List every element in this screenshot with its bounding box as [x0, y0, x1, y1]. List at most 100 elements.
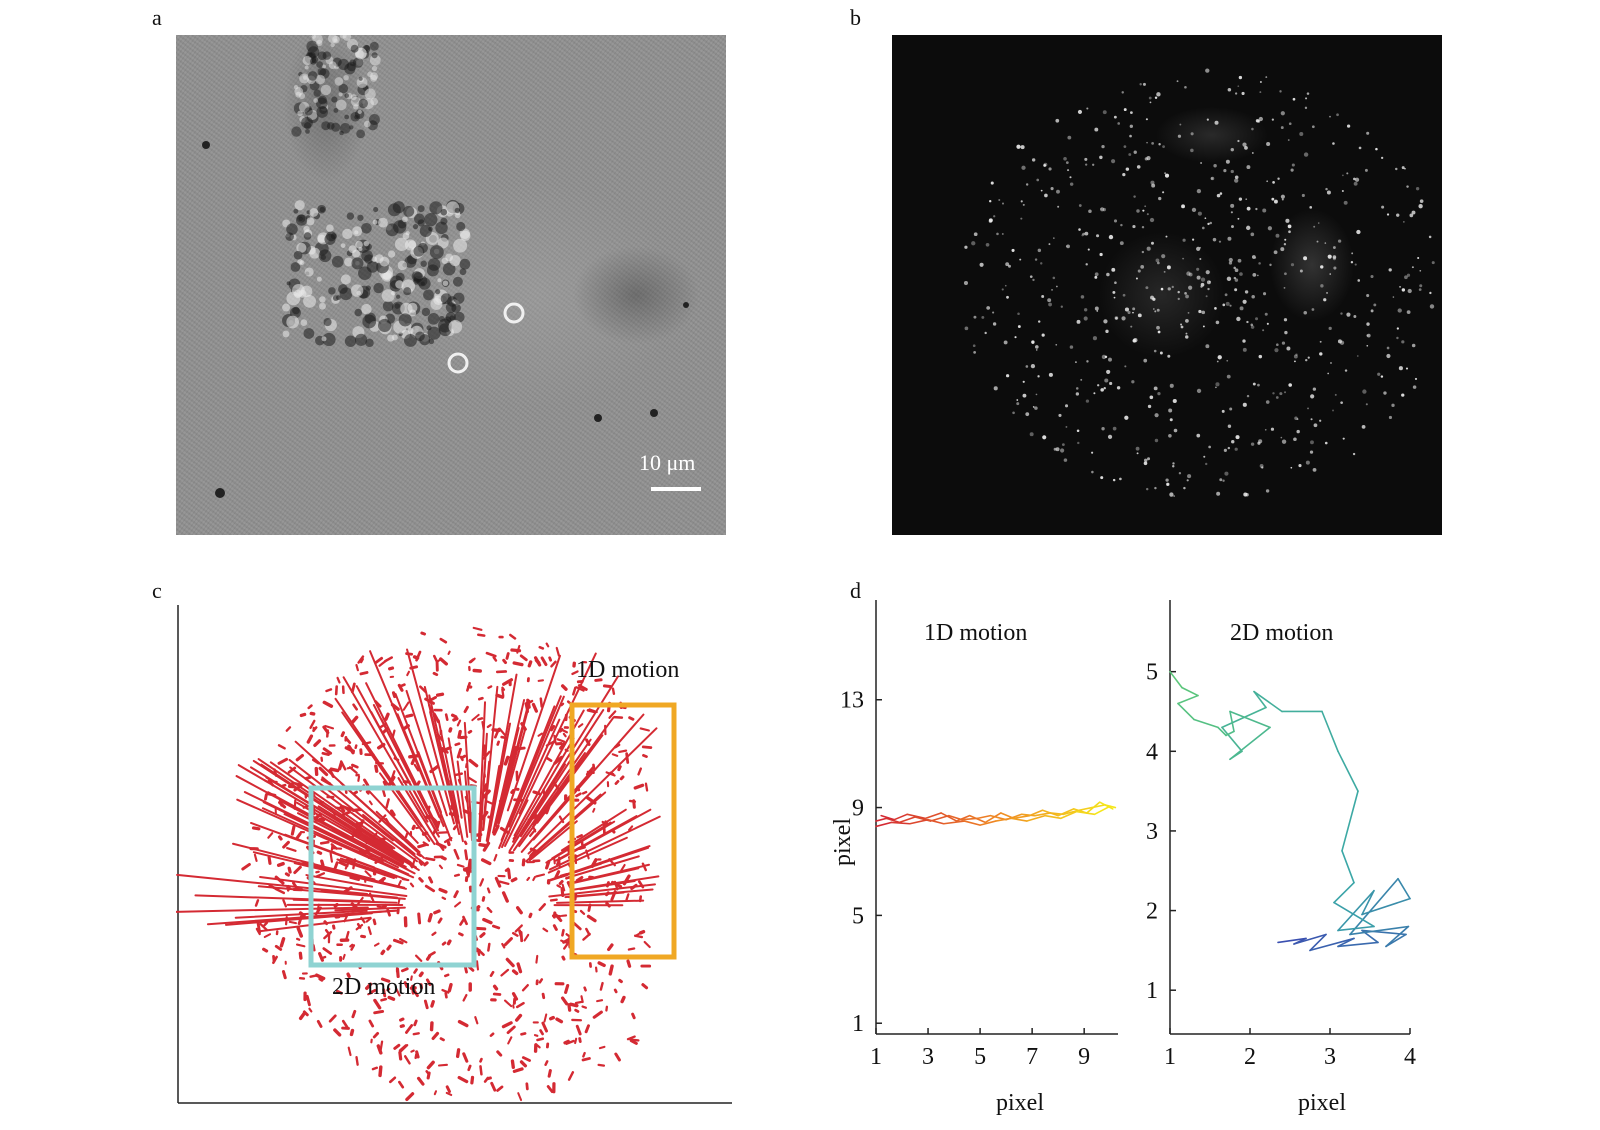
- short-track: [380, 997, 388, 1002]
- radial-track: [437, 719, 460, 819]
- short-track: [392, 938, 404, 945]
- fluorescent-spot: [1258, 262, 1261, 265]
- vesicle: [316, 61, 323, 69]
- fluorescent-spot: [1265, 400, 1270, 404]
- fluorescent-spot: [1293, 354, 1298, 359]
- fluorescent-spot: [1048, 243, 1051, 246]
- fluorescent-spot: [1069, 345, 1074, 349]
- fluorescent-spot: [979, 262, 984, 267]
- fluorescent-spot: [1277, 177, 1280, 180]
- panel-letter-c: c: [152, 578, 162, 603]
- fluorescent-spot: [1303, 256, 1308, 261]
- fluorescence-spots: [963, 68, 1435, 497]
- fluorescent-spot: [1135, 446, 1140, 451]
- fluorescent-spot: [1353, 315, 1357, 318]
- fluorescent-spot: [1200, 162, 1203, 164]
- fluorescent-spot: [1048, 302, 1052, 307]
- scalebar-label: 10 μm: [639, 450, 696, 475]
- fluorescent-spot: [981, 315, 985, 319]
- fluorescent-spot: [1055, 118, 1060, 123]
- fluorescent-spot: [1288, 383, 1292, 387]
- fluorescent-spot: [1200, 277, 1206, 282]
- short-track: [577, 723, 584, 728]
- fluorescent-spot: [1020, 200, 1023, 203]
- fluorescent-spot: [992, 311, 995, 314]
- fluorescent-spot: [1396, 336, 1399, 340]
- short-track: [486, 887, 491, 894]
- fluorescent-spot: [1190, 148, 1194, 153]
- short-track: [512, 931, 519, 937]
- fluorescent-spot: [1017, 312, 1020, 316]
- fluorescent-spot: [1042, 435, 1047, 440]
- fluorescent-spot: [1016, 402, 1020, 406]
- fluorescent-spot: [1388, 268, 1392, 272]
- vesicle: [364, 88, 376, 100]
- radial-track: [494, 745, 517, 827]
- vesicle: [333, 38, 338, 43]
- fluorescent-spot: [1185, 335, 1189, 339]
- fluorescent-spot: [1361, 425, 1366, 429]
- radial-track: [406, 648, 455, 825]
- short-track: [340, 731, 346, 738]
- fluorescent-spot: [1097, 384, 1100, 387]
- vesicle: [337, 58, 350, 71]
- chart-1d-ylabel: pixel: [830, 818, 856, 866]
- radial-track: [342, 676, 429, 823]
- short-track: [607, 943, 614, 952]
- fluorescent-spot: [1419, 199, 1424, 203]
- short-track: [482, 841, 491, 852]
- short-track: [318, 766, 329, 777]
- short-track: [578, 1037, 582, 1043]
- chart-2d-title: 2D motion: [1230, 620, 1333, 646]
- vesicle: [453, 238, 468, 253]
- radial-track: [295, 801, 404, 865]
- short-track: [545, 859, 551, 870]
- short-track: [490, 1081, 497, 1092]
- fluorescent-spot: [1252, 382, 1256, 386]
- short-track: [256, 922, 262, 934]
- fluorescent-spot: [990, 181, 994, 185]
- fluorescent-spot: [1365, 403, 1368, 406]
- fluorescent-spot: [1116, 386, 1121, 390]
- panel-letter-d: d: [850, 578, 861, 603]
- fluorescent-spot: [1329, 115, 1331, 118]
- radial-track: [506, 654, 561, 812]
- fluorescent-spot: [1417, 256, 1420, 260]
- fluorescent-spot: [1119, 477, 1122, 481]
- short-track: [463, 868, 475, 873]
- fluorescent-spot: [1250, 442, 1255, 446]
- fluorescent-spot: [1022, 203, 1025, 206]
- vesicle: [317, 51, 327, 61]
- fluorescent-spot: [1222, 479, 1225, 482]
- fluorescent-spot: [1280, 436, 1283, 439]
- fluorescent-spot: [1208, 445, 1211, 449]
- vesicle: [339, 35, 347, 39]
- short-track: [561, 729, 568, 734]
- fluorescent-spot: [1136, 209, 1140, 213]
- vesicle: [357, 109, 362, 115]
- short-track: [313, 739, 322, 747]
- vesicle: [301, 116, 313, 129]
- short-track: [510, 1059, 515, 1069]
- vesicle: [330, 42, 335, 48]
- fluorescent-spot: [1313, 225, 1316, 228]
- short-track: [372, 1031, 380, 1039]
- fluorescent-spot: [1146, 141, 1148, 144]
- vesicle: [299, 260, 305, 266]
- short-track: [637, 767, 642, 776]
- vesicle: [373, 207, 379, 213]
- fluorescent-spot: [1060, 448, 1065, 453]
- fluorescent-spot: [1146, 213, 1149, 216]
- radial-track: [224, 912, 373, 926]
- vesicle: [394, 303, 401, 309]
- vesicle: [298, 92, 306, 100]
- fluorescent-spot: [1041, 333, 1045, 337]
- fluorescent-spot: [1401, 166, 1405, 170]
- fluorescent-spot: [1133, 150, 1137, 154]
- fluorescent-spot: [1346, 172, 1349, 175]
- vesicle: [309, 208, 319, 217]
- fluorescent-spot: [1275, 233, 1280, 238]
- short-track: [456, 863, 465, 868]
- fluorescent-spot: [1133, 195, 1136, 198]
- short-track: [475, 947, 485, 956]
